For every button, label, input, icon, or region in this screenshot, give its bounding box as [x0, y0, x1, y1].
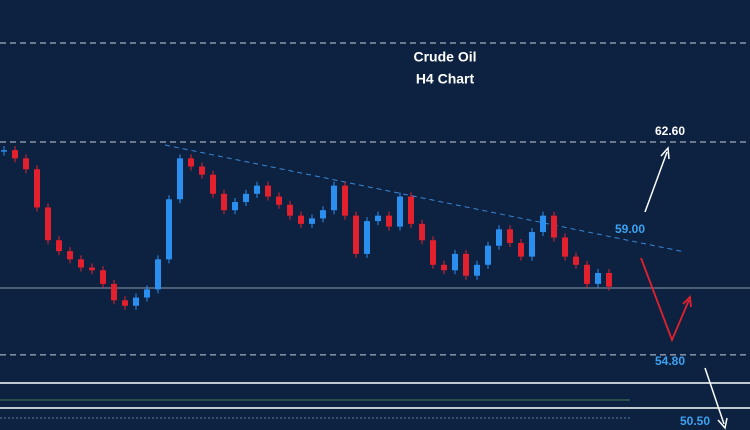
arrow [704, 367, 725, 425]
candle [221, 193, 227, 211]
level-label: 59.00 [615, 222, 645, 236]
candle [67, 251, 73, 260]
candle [1, 150, 7, 152]
candle [298, 215, 304, 224]
candle [331, 185, 337, 211]
candle [452, 253, 458, 271]
candle [45, 207, 51, 241]
candle [232, 202, 238, 211]
candle [606, 272, 612, 287]
candle [210, 174, 216, 194]
candle [155, 259, 161, 290]
candle [584, 264, 590, 284]
candle [573, 256, 579, 265]
candle [199, 166, 205, 175]
projection-arrow [640, 257, 690, 343]
candle [595, 272, 601, 284]
candle [419, 223, 425, 241]
candle [243, 193, 249, 203]
candle [430, 240, 436, 265]
candle [518, 242, 524, 257]
candle [540, 215, 546, 233]
candle [100, 270, 106, 284]
candle [78, 259, 84, 268]
candle [188, 158, 194, 167]
candle [364, 221, 370, 254]
candle [23, 158, 29, 170]
candle [56, 240, 62, 252]
candle [34, 169, 40, 208]
candle [397, 196, 403, 227]
candle [89, 267, 95, 271]
candle [166, 199, 172, 260]
candle [496, 229, 502, 246]
candle [408, 196, 414, 224]
candle [133, 297, 139, 306]
candle [144, 289, 150, 298]
arrow-head [717, 417, 728, 430]
candle [276, 196, 282, 205]
chart-subtitle: H4 Chart [416, 71, 475, 87]
candle [375, 215, 381, 222]
candle [353, 215, 359, 254]
candle [12, 150, 18, 159]
candle [474, 264, 480, 276]
candle [177, 158, 183, 200]
candle [507, 229, 513, 243]
candle [265, 185, 271, 197]
candle [463, 253, 469, 276]
candle [254, 185, 260, 194]
level-label: 50.50 [680, 414, 710, 428]
candle [342, 185, 348, 216]
arrow [644, 151, 668, 213]
candle [111, 283, 117, 301]
candle [551, 215, 557, 238]
candle [287, 204, 293, 216]
candle [309, 218, 315, 224]
candle [320, 210, 326, 219]
candle [386, 215, 392, 227]
candle [485, 245, 491, 265]
candle [441, 264, 447, 271]
arrow-head [660, 146, 670, 160]
arrow-head [682, 295, 692, 308]
candle [122, 300, 128, 306]
candle [529, 232, 535, 257]
chart-title: Crude Oil [413, 49, 476, 65]
trend-line [164, 144, 686, 253]
level-label: 54.80 [655, 354, 685, 368]
level-label: 62.60 [655, 124, 685, 138]
candle [562, 237, 568, 257]
